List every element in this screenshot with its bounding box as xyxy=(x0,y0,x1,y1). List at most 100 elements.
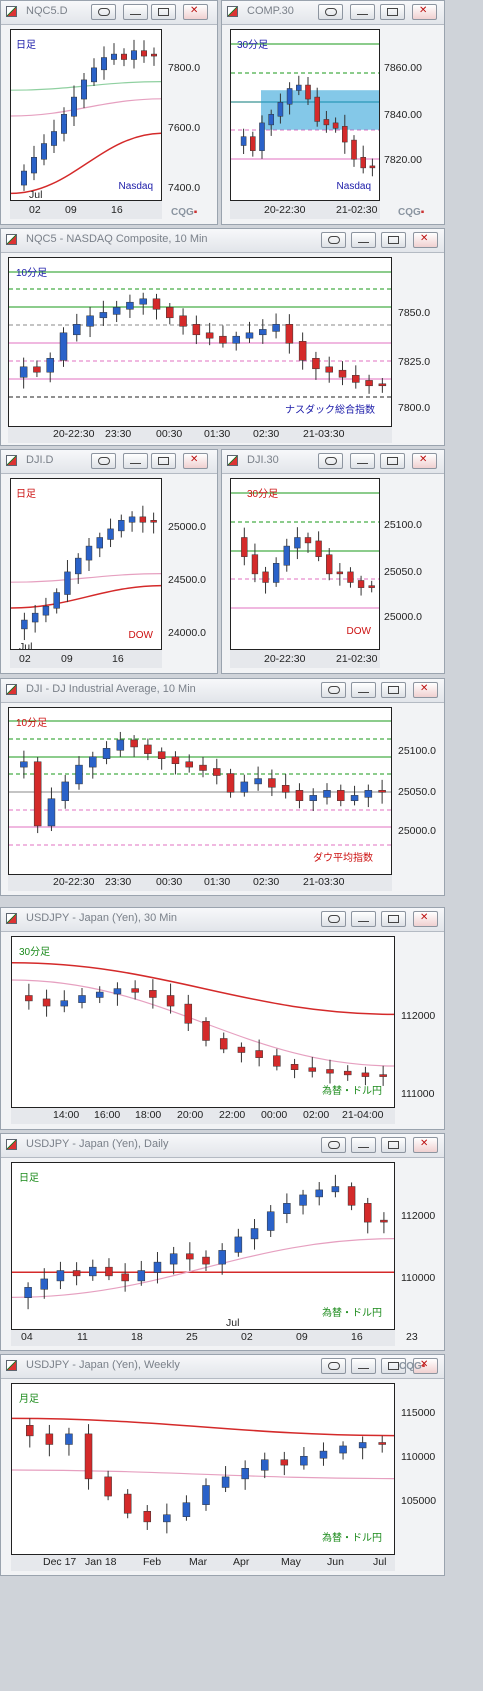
chart-plot-area[interactable]: 10分足 ナスダック総合指数 xyxy=(8,257,392,427)
close-button[interactable] xyxy=(412,453,437,469)
maximize-button[interactable] xyxy=(381,1358,406,1374)
maximize-button[interactable] xyxy=(380,4,405,20)
candle-body xyxy=(351,139,357,160)
y-tick-label: 115000 xyxy=(401,1407,436,1419)
x-tick-label: Jun xyxy=(327,1556,344,1568)
chart-plot-area[interactable]: 30分足 Nasdaq xyxy=(230,29,380,201)
close-button[interactable] xyxy=(413,911,438,927)
candle-body xyxy=(338,369,347,378)
link-icon[interactable] xyxy=(321,682,346,698)
window-title-bar[interactable]: NQC5 - NASDAQ Composite, 10 Min xyxy=(1,229,444,253)
chart-window-dji-10min[interactable]: DJI - DJ Industrial Average, 10 Min 10分足… xyxy=(0,678,445,896)
chart-plot-area[interactable]: 10分足 ダウ平均指数 xyxy=(8,707,392,875)
link-icon[interactable] xyxy=(91,453,116,469)
chart-window-dji-30min[interactable]: DJI.30 30分足 DOW 25100.0 25050.0 25000.0 … xyxy=(221,449,445,674)
candle-body xyxy=(72,1270,81,1277)
candlestick-chart xyxy=(9,720,391,846)
chart-window-usdjpy-daily[interactable]: USDJPY - Japan (Yen), Daily 日足 為替・ドル円 11… xyxy=(0,1133,445,1351)
close-button[interactable] xyxy=(413,232,438,248)
chart-window-dji-daily[interactable]: DJI.D 日足 DOW 25000.0 24500.0 24000.0 Jul… xyxy=(0,449,218,674)
chart-window-usdjpy-weekly[interactable]: USDJPY - Japan (Yen), Weekly 月足 為替・ドル円 1… xyxy=(0,1354,445,1576)
maximize-button[interactable] xyxy=(381,1137,406,1153)
candle-body xyxy=(169,1253,178,1265)
candle-body xyxy=(254,778,262,785)
chart-plot-area[interactable]: 日足 DOW xyxy=(10,478,162,650)
minimize-button[interactable] xyxy=(350,4,375,20)
candle-body xyxy=(40,1278,49,1290)
chart-window-nqc5-10min[interactable]: NQC5 - NASDAQ Composite, 10 Min 10分足 ナスダ… xyxy=(0,228,445,446)
window-title-bar[interactable]: DJI.D xyxy=(1,450,217,474)
window-title-bar[interactable]: DJI.30 xyxy=(222,450,444,474)
candle-body xyxy=(41,143,47,160)
candle-body xyxy=(202,1256,210,1265)
link-icon[interactable] xyxy=(318,4,343,20)
close-button[interactable] xyxy=(183,453,208,469)
candle-body xyxy=(358,1442,367,1449)
candle-body xyxy=(61,114,67,134)
candle-body xyxy=(272,563,280,583)
minimize-button[interactable] xyxy=(351,911,376,927)
link-icon[interactable] xyxy=(321,232,346,248)
minimize-button[interactable] xyxy=(350,453,375,469)
chart-window-comp-30min[interactable]: COMP.30 30分足 Nasdaq 7860.00 7840.00 7820… xyxy=(221,0,445,225)
chart-plot-area[interactable]: 月足 為替・ドル円 xyxy=(11,1383,395,1555)
x-tick-label: 18:00 xyxy=(135,1109,162,1121)
window-title-bar[interactable]: COMP.30 xyxy=(222,1,444,25)
minimize-button[interactable] xyxy=(351,682,376,698)
maximize-button[interactable] xyxy=(151,4,176,20)
candle-body xyxy=(360,157,366,169)
window-title-bar[interactable]: USDJPY - Japan (Yen), Daily xyxy=(1,1134,444,1158)
minimize-button[interactable] xyxy=(123,4,148,20)
link-icon[interactable] xyxy=(318,453,343,469)
close-button[interactable] xyxy=(412,4,437,20)
window-title-bar[interactable]: USDJPY - Japan (Yen), Weekly xyxy=(1,1355,444,1379)
link-icon[interactable] xyxy=(321,1137,346,1153)
close-button[interactable] xyxy=(413,1137,438,1153)
instrument-label: 為替・ドル円 xyxy=(322,1086,382,1097)
candle-body xyxy=(21,170,27,186)
maximize-button[interactable] xyxy=(381,682,406,698)
chart-app-icon xyxy=(6,1360,17,1371)
candle-body xyxy=(73,324,81,336)
y-tick-label: 24500.0 xyxy=(168,574,206,586)
x-tick-label: 02 xyxy=(29,204,41,216)
y-tick-label: 25000.0 xyxy=(398,825,436,837)
x-tick-label: 20-22:30 xyxy=(264,653,306,665)
candle-body xyxy=(343,1070,352,1076)
chart-window-nqc5-daily[interactable]: NQC5.D 日足 Nasdaq 7800.0 7600.0 7400.0 Ju… xyxy=(0,0,218,225)
close-button[interactable] xyxy=(183,4,208,20)
maximize-button[interactable] xyxy=(381,911,406,927)
candle-body xyxy=(218,1250,226,1265)
candle-body xyxy=(107,528,114,540)
minimize-button[interactable] xyxy=(351,1137,376,1153)
x-tick-label: 21-02:30 xyxy=(336,653,378,665)
link-icon[interactable] xyxy=(321,1358,346,1374)
minimize-button[interactable] xyxy=(351,1358,376,1374)
window-title-bar[interactable]: DJI - DJ Industrial Average, 10 Min xyxy=(1,679,444,703)
y-tick-label: 7600.0 xyxy=(168,122,201,134)
maximize-button[interactable] xyxy=(151,453,176,469)
close-button[interactable] xyxy=(413,682,438,698)
minimize-button[interactable] xyxy=(351,232,376,248)
candle-body xyxy=(113,988,122,995)
close-button[interactable] xyxy=(413,1358,438,1374)
window-title-bar[interactable]: NQC5.D xyxy=(1,1,217,25)
maximize-button[interactable] xyxy=(381,232,406,248)
x-tick-label: 09 xyxy=(296,1331,308,1343)
chart-plot-area[interactable]: 30分足 為替・ドル円 xyxy=(11,936,395,1108)
chart-plot-area[interactable]: 日足 為替・ドル円 xyxy=(11,1162,395,1330)
candle-body xyxy=(60,1000,69,1007)
candle-body xyxy=(166,995,175,1007)
candle-body xyxy=(89,1266,97,1277)
candle-body xyxy=(71,96,77,117)
chart-window-usdjpy-30min[interactable]: USDJPY - Japan (Yen), 30 Min 30分足 為替・ドル円… xyxy=(0,907,445,1130)
minimize-button[interactable] xyxy=(123,453,148,469)
candle-body xyxy=(171,756,180,765)
candle-body xyxy=(304,537,312,544)
window-title-bar[interactable]: USDJPY - Japan (Yen), 30 Min xyxy=(1,908,444,932)
maximize-button[interactable] xyxy=(380,453,405,469)
chart-plot-area[interactable]: 30分足 DOW xyxy=(230,478,380,650)
link-icon[interactable] xyxy=(321,911,346,927)
link-icon[interactable] xyxy=(91,4,116,20)
chart-plot-area[interactable]: 日足 Nasdaq xyxy=(10,29,162,201)
